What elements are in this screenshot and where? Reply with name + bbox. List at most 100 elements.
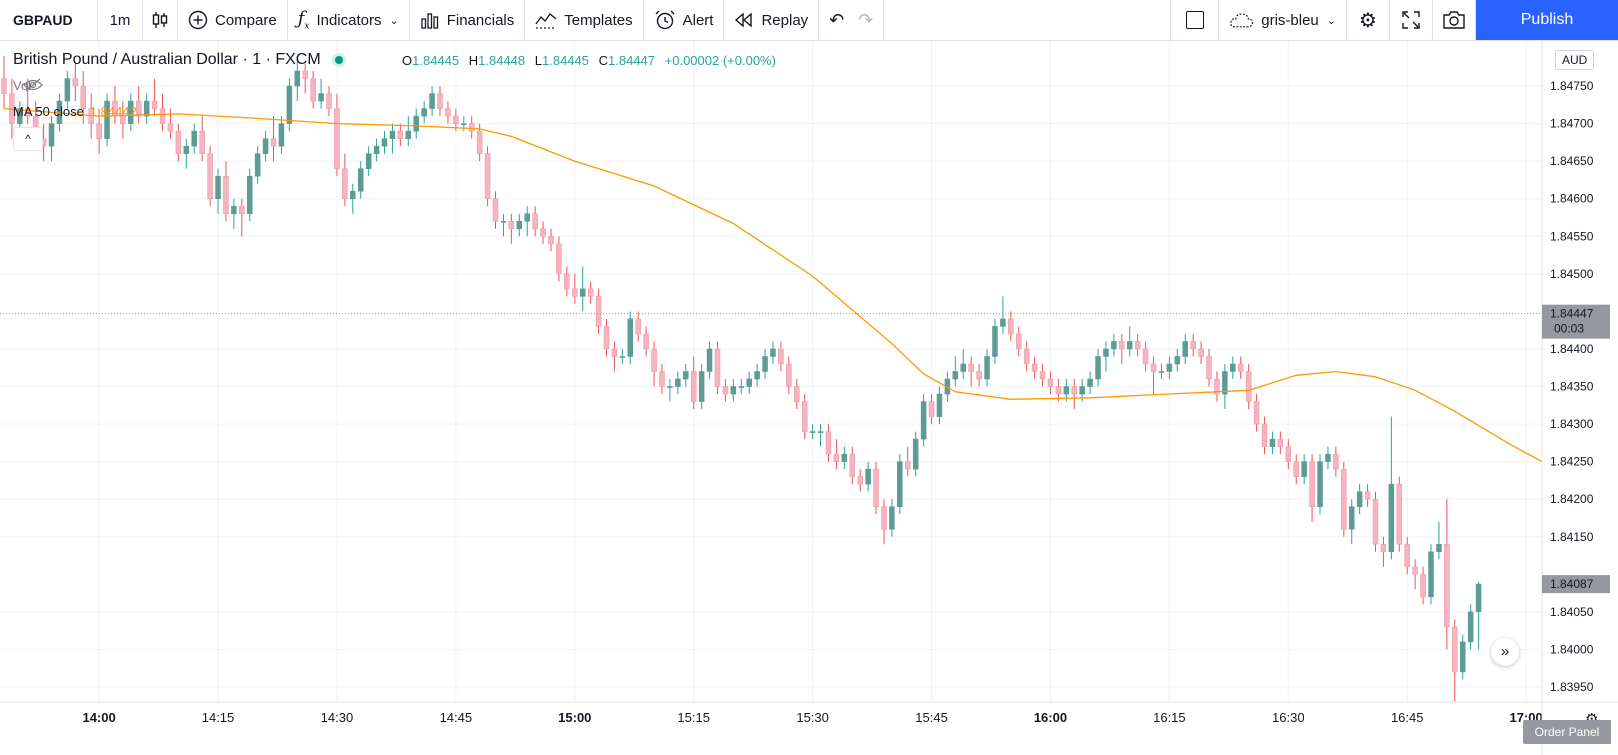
chevron-down-icon[interactable]: ⌄ — [389, 14, 399, 27]
ma-label: MA 50 close — [13, 104, 84, 119]
rewind-icon — [735, 12, 753, 28]
candle — [960, 348, 967, 380]
candle — [1428, 544, 1434, 605]
candle-body — [270, 138, 277, 147]
ma-value: 1.84442 — [89, 104, 137, 119]
candle — [778, 341, 784, 372]
candle-body — [928, 401, 935, 417]
candle — [1166, 356, 1173, 380]
grid — [0, 41, 1542, 702]
candle-body — [524, 213, 530, 222]
candles-icon — [152, 12, 168, 28]
templates-icon — [535, 13, 557, 29]
candle-body — [548, 235, 554, 245]
candle — [1214, 371, 1220, 402]
candle — [278, 116, 285, 154]
candle-body — [1023, 348, 1030, 365]
candle-body — [1364, 491, 1371, 500]
candle-body — [1166, 363, 1173, 372]
candle — [64, 71, 71, 109]
alert-button[interactable]: Alert — [644, 0, 725, 40]
candle — [1008, 311, 1014, 342]
candle — [968, 356, 974, 387]
candle — [1301, 454, 1307, 485]
cloud-icon — [1230, 13, 1254, 28]
candle-body — [976, 371, 982, 380]
candle-body — [350, 190, 356, 200]
candle — [1380, 536, 1387, 567]
replay-label: Replay — [761, 11, 809, 29]
candle-body — [1372, 498, 1379, 545]
candle — [183, 138, 190, 169]
timeframe-button[interactable]: 1m — [98, 0, 143, 40]
snapshot-button[interactable] — [1433, 0, 1476, 40]
candle-body — [683, 371, 689, 380]
legend-title-row[interactable]: British Pound / Australian Dollar · 1 · … — [13, 51, 343, 69]
candle — [532, 206, 538, 237]
candle-body — [1087, 378, 1093, 387]
templates-button[interactable]: Templates — [525, 0, 644, 40]
candle — [492, 191, 499, 229]
publish-label: Publish — [1520, 11, 1574, 28]
candle — [500, 213, 507, 237]
candle-body — [17, 108, 23, 124]
layout-select-button[interactable]: gris-bleu ⌄ — [1219, 0, 1347, 40]
eye-off-icon[interactable] — [23, 78, 43, 92]
candle-body — [1119, 341, 1125, 350]
time-tick-label: 14:00 — [82, 710, 115, 725]
chart-type-button[interactable] — [143, 0, 178, 40]
ma-legend[interactable]: MA 50 close 1.84442 — [13, 104, 137, 119]
fullscreen-button[interactable] — [1390, 0, 1433, 40]
candle — [429, 86, 435, 117]
high-label: H — [468, 53, 479, 68]
price-tick-label: 1.84700 — [1550, 117, 1594, 131]
candle — [690, 356, 697, 410]
candle-body — [1317, 461, 1323, 508]
undo-icon[interactable]: ↶ — [829, 9, 845, 30]
indicators-button[interactable]: ƒx Indicators ⌄ — [288, 0, 410, 40]
publish-button[interactable]: Publish — [1476, 0, 1618, 40]
scroll-to-realtime-button[interactable]: » — [1491, 638, 1519, 666]
currency-badge[interactable]: AUD — [1555, 50, 1595, 70]
candle — [1341, 461, 1347, 537]
alarm-clock-icon — [655, 10, 675, 30]
chart-pane[interactable]: 1.84750 1.84700 1.84650 1.84600 1.84550 1.845… — [0, 41, 1618, 755]
candle-body — [1404, 543, 1410, 568]
price-chart[interactable]: 1.84750 1.84700 1.84650 1.84600 1.84550 1.845… — [0, 41, 1618, 755]
candle — [1158, 363, 1165, 380]
candle — [1475, 581, 1482, 650]
candle-body — [738, 386, 745, 388]
price-tick-label: 1.84000 — [1550, 642, 1594, 656]
financials-button[interactable]: Financials — [410, 0, 526, 40]
candle-body — [1452, 626, 1458, 673]
candle — [1039, 363, 1046, 387]
last-price-box — [1542, 304, 1610, 339]
redo-icon[interactable]: ↷ — [858, 9, 874, 30]
candle-body — [167, 123, 174, 132]
replay-button[interactable]: Replay — [724, 0, 820, 40]
legend-collapse-button[interactable]: ^ — [13, 127, 43, 151]
settings-button[interactable]: ⚙ — [1347, 0, 1390, 40]
expand-icon — [1402, 11, 1420, 29]
candle — [1222, 363, 1228, 410]
candle — [857, 469, 863, 492]
volume-legend[interactable]: Vol — [13, 78, 43, 93]
price-tick-label: 1.84550 — [1550, 229, 1594, 243]
candle-body — [246, 175, 253, 215]
candle — [191, 123, 197, 154]
candle — [1182, 333, 1188, 364]
candle-body — [897, 461, 903, 508]
time-tick-label: 16:15 — [1153, 710, 1186, 725]
candle-body — [1063, 386, 1070, 395]
symbol-search-button[interactable]: GBPAUD — [0, 0, 98, 40]
price-tick-label: 1.84050 — [1550, 605, 1594, 619]
candle-body — [373, 145, 380, 154]
fullscreen-layout-button[interactable] — [1170, 0, 1219, 40]
candle — [223, 161, 229, 222]
compare-button[interactable]: Compare — [178, 0, 288, 40]
candle — [572, 273, 578, 304]
order-panel-tab[interactable]: Order Panel — [1523, 720, 1611, 744]
gear-icon: ⚙ — [1359, 9, 1377, 32]
candle-body — [690, 371, 697, 402]
candle — [1467, 604, 1474, 650]
